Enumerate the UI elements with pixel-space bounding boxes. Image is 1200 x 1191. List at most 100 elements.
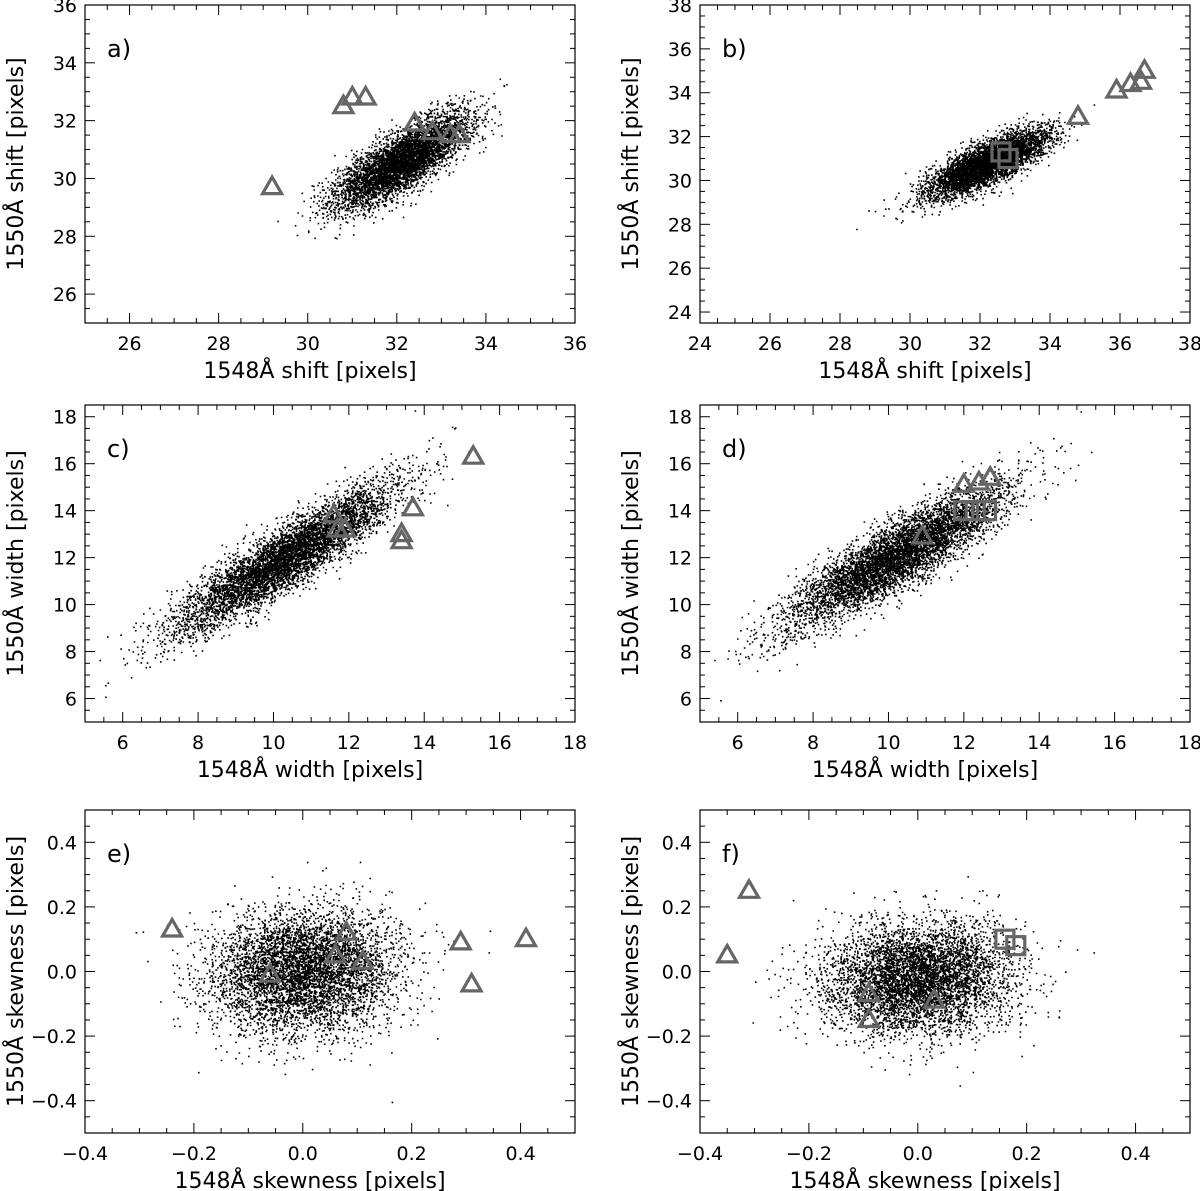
x-tick-label: 18 [563, 732, 587, 754]
square-marker [997, 147, 1019, 170]
triangle-marker [1065, 103, 1091, 125]
y-axis-label: 1550Å width [pixels] [617, 450, 644, 676]
y-tick-label: 24 [668, 302, 692, 324]
square-marker [964, 500, 986, 522]
x-axis-label: 1548Å skewness [pixels] [174, 1167, 445, 1191]
panel-label: d) [722, 435, 747, 463]
plot-frame [699, 4, 1191, 324]
y-tick-label: 0.0 [47, 962, 77, 984]
x-tick-label: 6 [117, 732, 129, 754]
x-tick-label: 32 [385, 333, 409, 355]
triangle-marker [257, 961, 283, 983]
panel-label: c) [107, 435, 130, 463]
y-tick-label: 14 [53, 501, 77, 523]
y-tick-label: 0.4 [662, 832, 692, 854]
x-tick-label: 16 [488, 732, 512, 754]
triangle-marker [459, 971, 484, 993]
square-marker [990, 141, 1012, 163]
y-tick-label: 16 [53, 454, 77, 476]
x-tick-label: 14 [1027, 732, 1051, 754]
x-axis-label: 1548Å width [pixels] [812, 756, 1038, 783]
x-tick-label: 36 [1108, 333, 1132, 355]
x-tick-label: 32 [968, 333, 992, 355]
square-marker [953, 500, 975, 522]
plot-frame [84, 404, 576, 723]
x-tick-label: 0.2 [1012, 1143, 1042, 1165]
y-axis-label: 1550Å shift [pixels] [2, 57, 29, 270]
triangle-marker [389, 527, 414, 550]
scatter-cloud [752, 876, 1095, 1087]
triangle-marker [340, 84, 365, 106]
y-tick-label: 0.4 [47, 832, 77, 854]
triangle-marker [460, 443, 486, 465]
triangle-marker [321, 502, 347, 524]
y-tick-label: 12 [668, 548, 692, 570]
y-tick-label: 16 [668, 454, 692, 476]
y-tick-label: 0.2 [662, 897, 692, 919]
x-tick-label: 6 [732, 732, 744, 754]
y-tick-label: −0.2 [31, 1026, 77, 1048]
triangle-marker [951, 471, 977, 493]
x-tick-label: 10 [876, 732, 900, 754]
x-tick-label: 18 [1178, 732, 1200, 754]
y-tick-label: 36 [668, 39, 692, 61]
panel-label: a) [107, 35, 131, 63]
y-tick-label: 36 [53, 0, 77, 17]
y-axis-label: 1550Å shift [pixels] [617, 57, 644, 270]
x-tick-label: 10 [261, 732, 285, 754]
plot-frame [84, 4, 576, 324]
x-tick-label: −0.2 [171, 1143, 217, 1165]
x-tick-label: 12 [337, 732, 361, 754]
y-tick-label: 34 [668, 83, 692, 105]
square-marker [975, 500, 998, 522]
panel-c: 6 8 10 12 14 16 18 6 8 10 12 14 16 18 1548Å width [pix… [2, 404, 587, 783]
scatter-cloud [277, 78, 508, 240]
triangle-marker [856, 1006, 882, 1029]
scatter-cloud [856, 104, 1096, 231]
y-tick-label: 34 [53, 53, 77, 75]
x-axis-label: 1548Å shift [pixels] [203, 357, 416, 384]
triangle-marker [402, 110, 427, 132]
panel-label: f) [722, 840, 740, 868]
x-axis-label: 1548Å width [pixels] [197, 756, 423, 783]
y-tick-label: 10 [668, 595, 692, 617]
y-tick-label: 0.2 [47, 897, 77, 919]
x-axis-label: 1548Å skewness [pixels] [789, 1167, 1060, 1191]
triangle-marker [353, 84, 378, 106]
panel-b: 24 26 28 30 32 34 36 38 24 26 28 30 32 34 36 38 1548Å sh… [617, 0, 1200, 384]
triangle-marker [323, 942, 348, 964]
x-tick-label: 8 [192, 732, 204, 754]
y-tick-label: 30 [668, 170, 692, 192]
panel-a: 26 28 30 32 34 36 26 28 30 32 34 36 1548Å shift [pix… [2, 0, 587, 384]
x-tick-label: 30 [898, 333, 922, 355]
y-tick-label: 32 [53, 111, 77, 133]
y-axis-label: 1550Å skewness [pixels] [2, 836, 29, 1107]
y-tick-label: 6 [680, 689, 692, 711]
x-tick-label: 36 [563, 333, 587, 355]
x-tick-label: 0.0 [903, 1143, 933, 1165]
x-tick-label: −0.4 [677, 1143, 723, 1165]
y-tick-label: 28 [668, 214, 692, 236]
y-tick-label: −0.2 [646, 1026, 692, 1048]
y-tick-label: 26 [53, 284, 77, 306]
panel-e: −0.4 −0.2 0.0 0.2 0.4 −0.4 −0.2 0.0 0.2 0.4 1548Å … [2, 809, 576, 1191]
y-tick-label: 18 [668, 407, 692, 429]
x-tick-label: 28 [207, 333, 231, 355]
y-tick-label: 14 [668, 501, 692, 523]
x-tick-label: 34 [1038, 333, 1062, 355]
y-tick-label: 18 [53, 407, 77, 429]
triangle-marker [714, 942, 740, 964]
x-tick-label: 34 [474, 333, 498, 355]
x-axis-label: 1548Å shift [pixels] [818, 357, 1031, 384]
x-tick-label: −0.4 [62, 1143, 108, 1165]
y-axis-label: 1550Å width [pixels] [2, 450, 29, 676]
y-tick-label: −0.4 [31, 1091, 77, 1113]
panel-label: b) [722, 35, 747, 63]
y-axis-label: 1550Å skewness [pixels] [617, 836, 644, 1107]
triangle-marker [1132, 57, 1157, 79]
x-tick-label: 38 [1178, 333, 1200, 355]
scatter-cloud [714, 405, 1128, 702]
x-tick-label: 0.2 [397, 1143, 427, 1165]
x-tick-label: 0.4 [1120, 1143, 1150, 1165]
